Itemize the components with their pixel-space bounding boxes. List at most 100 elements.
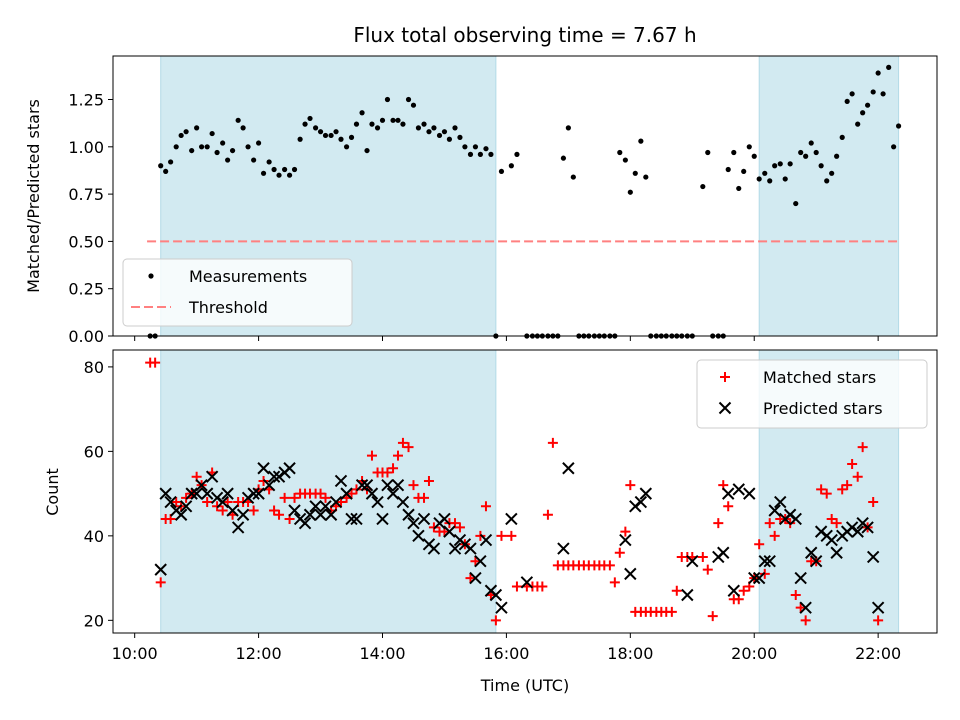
matched-star-point	[697, 551, 708, 562]
measurement-point	[818, 163, 824, 169]
top-y-tick-label: 0.25	[68, 280, 104, 299]
measurement-point	[348, 134, 355, 140]
predicted-star-point	[350, 512, 363, 526]
predicted-star-point	[495, 601, 508, 614]
measurement-point	[700, 183, 706, 190]
matched-star-point	[248, 505, 259, 516]
matched-star-point	[470, 556, 481, 567]
bottom-panel-legend: Matched stars Predicted stars	[696, 359, 928, 429]
predicted-star-point	[412, 529, 425, 543]
measurement-point	[560, 155, 567, 161]
predicted-star-point	[794, 571, 807, 585]
matched-star-point	[480, 501, 491, 512]
top-y-tick-label: 0.00	[68, 327, 104, 346]
measurement-point	[291, 166, 298, 173]
matched-star-point	[320, 492, 331, 503]
predicted-star-point	[799, 601, 812, 614]
measurement-point	[302, 121, 308, 127]
matched-star-point	[620, 526, 631, 537]
measurement-point	[725, 166, 731, 173]
measurement-point	[369, 121, 375, 127]
bottom-legend-label: Matched stars	[763, 368, 876, 387]
measurement-point	[410, 102, 417, 108]
matched-star-point	[723, 501, 734, 512]
measurement-point	[198, 144, 205, 150]
matched-star-point	[388, 463, 399, 474]
measurement-point	[632, 170, 638, 176]
predicted-star-point	[329, 495, 343, 509]
predicted-star-point	[365, 487, 379, 500]
predicted-star-point	[185, 487, 198, 500]
measurement-point	[751, 153, 757, 159]
measurement-point	[374, 125, 381, 131]
measurement-point	[880, 91, 886, 97]
predicted-star-point	[851, 525, 864, 538]
measurement-point	[240, 125, 246, 131]
predicted-star-point	[722, 487, 735, 500]
x-tick-label: 12:00	[236, 644, 282, 663]
measurement-point	[229, 147, 236, 154]
measurement-point	[741, 168, 747, 175]
predicted-star-point	[464, 542, 477, 555]
measurement-point	[498, 168, 505, 175]
measurement-point	[793, 200, 799, 207]
measurement-point	[183, 129, 189, 135]
measurement-point	[260, 170, 267, 176]
matched-star-point	[795, 602, 806, 613]
predicted-star-point	[179, 500, 193, 513]
predicted-star-point	[748, 571, 761, 585]
top-legend-label: Threshold	[188, 298, 268, 317]
matched-star-point	[625, 480, 636, 491]
predicted-star-point	[743, 487, 756, 500]
top-panel: 0.00 0.25 0.50 0.75 1.00 1.25 Matched/Predict…	[24, 55, 938, 346]
matched-star-point	[707, 611, 718, 622]
predicted-star-point	[443, 525, 456, 538]
measurement-point	[168, 159, 174, 165]
measurement-point	[865, 102, 871, 108]
matched-star-point	[547, 437, 558, 448]
measurement-point	[767, 178, 773, 184]
measurement-point	[472, 144, 479, 150]
bottom-y-tick-label: 80	[84, 358, 104, 377]
matched-star-point	[800, 615, 811, 626]
measurement-point	[431, 125, 437, 131]
matched-star-point	[465, 573, 476, 584]
predicted-star-point	[334, 474, 348, 488]
top-legend-label: Measurements	[189, 267, 307, 286]
predicted-star-point	[288, 504, 301, 517]
top-panel-frame	[112, 55, 938, 337]
measurement-point	[462, 144, 468, 150]
measurement-point	[860, 110, 866, 116]
measurement-point	[705, 149, 711, 156]
predicted-star-point	[489, 588, 503, 602]
predicted-star-point	[619, 533, 632, 547]
bottom-y-tick-label: 40	[84, 527, 104, 546]
top-panel-legend: Measurements Threshold	[122, 258, 353, 327]
measurement-point	[338, 136, 344, 142]
matched-star-point	[542, 509, 553, 520]
measurement-point	[158, 163, 164, 169]
predicted-star-point	[190, 487, 203, 500]
predicted-star-point	[438, 512, 451, 526]
predicted-star-point	[360, 478, 374, 492]
x-tick-label: 18:00	[607, 644, 653, 663]
predicted-star-point	[763, 554, 776, 568]
bottom-panel-data	[145, 357, 885, 626]
measurement-point	[163, 168, 169, 175]
matched-star-point	[150, 357, 161, 368]
matched-star-point	[506, 530, 517, 541]
matched-star-point	[842, 480, 853, 491]
top-panel-ylabel: Matched/Predicted stars	[24, 99, 43, 293]
measurement-point	[772, 163, 778, 169]
top-panel-data	[147, 64, 902, 339]
measurement-point	[343, 144, 350, 150]
measurement-point	[483, 146, 489, 152]
matched-star-point	[289, 492, 300, 503]
measurement-point	[209, 130, 215, 137]
matched-star-point	[537, 581, 548, 592]
measurement-point	[829, 170, 835, 176]
matched-star-point	[397, 437, 408, 448]
measurement-point	[333, 129, 339, 135]
measurement-point	[415, 125, 422, 131]
predicted-star-point	[345, 512, 358, 526]
